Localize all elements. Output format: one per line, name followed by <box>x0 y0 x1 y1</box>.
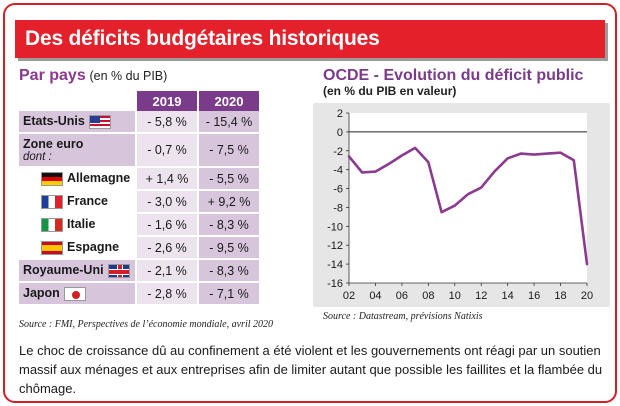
x-tick-label: 06 <box>396 290 408 302</box>
table-row: Zone euro dont : - 0,7 % - 7,5 % <box>19 134 261 168</box>
table-row: Espagne - 2,6 % - 9,5 % <box>19 237 261 260</box>
country-name: Japon <box>23 286 60 301</box>
y-tick-label: -12 <box>327 240 343 252</box>
header-blank <box>19 91 137 111</box>
x-tick-label: 16 <box>528 290 540 302</box>
country-name: France <box>67 194 108 209</box>
chart-source: Source : Datastream, prévisions Natixis <box>323 311 483 322</box>
value-2019: - 1,6 % <box>137 214 199 237</box>
y-tick-label: 0 <box>337 127 343 139</box>
y-tick-label: -14 <box>327 259 343 271</box>
value-2020: - 7,1 % <box>199 283 261 306</box>
infographic-frame: Des déficits budgétaires historiques Par… <box>3 3 617 403</box>
country-name: Royaume-Uni <box>23 263 104 278</box>
table-row: Royaume-Uni - 2,1 % - 8,3 % <box>19 260 261 283</box>
y-tick-label: -2 <box>333 146 343 158</box>
spain-flag-icon <box>41 240 63 255</box>
value-2019: - 2,6 % <box>137 237 199 260</box>
x-tick-label: 08 <box>422 290 434 302</box>
country-name: Allemagne <box>67 171 131 186</box>
page-title: Des déficits budgétaires historiques <box>25 27 380 50</box>
germany-flag-icon <box>41 171 63 186</box>
value-2020: - 8,3 % <box>199 214 261 237</box>
row-note: dont : <box>23 151 52 163</box>
chart-subtitle: (en % du PIB en valeur) <box>323 84 457 98</box>
x-tick-label: 12 <box>475 290 487 302</box>
y-tick-label: -4 <box>333 165 343 177</box>
row-country: France <box>19 191 137 214</box>
x-tick-label: 14 <box>502 290 514 302</box>
country-name: Zone euro <box>23 137 84 151</box>
country-name: Espagne <box>67 240 120 255</box>
y-tick-label: -8 <box>333 202 343 214</box>
deficits-table: 2019 2020 Etats-Unis - 5,8 % - 15,4 % Zo… <box>19 91 261 306</box>
value-2019: + 1,4 % <box>137 168 199 191</box>
uk-flag-icon <box>107 263 130 278</box>
value-2019: - 2,8 % <box>137 283 199 306</box>
value-2020: + 9,2 % <box>199 191 261 214</box>
value-2020: - 9,5 % <box>199 237 261 260</box>
table-heading: Par pays (en % du PIB) <box>19 67 167 85</box>
row-country: Royaume-Uni <box>19 260 137 283</box>
italy-flag-icon <box>41 217 63 232</box>
x-tick-label: 02 <box>343 290 355 302</box>
row-country: Italie <box>19 214 137 237</box>
y-tick-label: -16 <box>327 278 343 290</box>
header-2019: 2019 <box>137 91 199 111</box>
table-row: France - 3,0 % + 9,2 % <box>19 191 261 214</box>
value-2019: - 2,1 % <box>137 260 199 283</box>
x-tick-label: 18 <box>554 290 566 302</box>
row-country: Zone euro dont : <box>19 134 137 168</box>
us-flag-icon <box>88 114 111 129</box>
value-2019: - 0,7 % <box>137 134 199 168</box>
row-country: Allemagne <box>19 168 137 191</box>
value-2019: - 5,8 % <box>137 111 199 134</box>
country-name: Etats-Unis <box>23 114 85 129</box>
x-tick-label: 04 <box>369 290 381 302</box>
table-row: Etats-Unis - 5,8 % - 15,4 % <box>19 111 261 134</box>
table-header-row: 2019 2020 <box>19 91 261 111</box>
value-2020: - 15,4 % <box>199 111 261 134</box>
header-2020: 2020 <box>199 91 261 111</box>
y-tick-label: 2 <box>337 108 343 120</box>
y-tick-label: -6 <box>333 184 343 196</box>
country-name: Italie <box>67 217 96 232</box>
table-row: Allemagne + 1,4 % - 5,5 % <box>19 168 261 191</box>
japan-flag-icon <box>63 286 86 301</box>
row-country: Espagne <box>19 237 137 260</box>
value-2020: - 7,5 % <box>199 134 261 168</box>
x-tick-label: 20 <box>581 290 593 302</box>
table-title: Par pays <box>19 67 86 84</box>
row-country: Etats-Unis <box>19 111 137 134</box>
row-country: Japon <box>19 283 137 306</box>
x-tick-label: 10 <box>449 290 461 302</box>
table-row: Japon - 2,8 % - 7,1 % <box>19 283 261 306</box>
france-flag-icon <box>41 194 63 209</box>
table-unit: (en % du PIB) <box>89 69 168 83</box>
plot-area <box>349 113 587 283</box>
title-banner: Des déficits budgétaires historiques <box>15 20 605 58</box>
table-row: Italie - 1,6 % - 8,3 % <box>19 214 261 237</box>
table-source: Source : FMI, Perspectives de l’économie… <box>19 319 273 330</box>
y-tick-label: -10 <box>327 221 343 233</box>
value-2020: - 8,3 % <box>199 260 261 283</box>
body-paragraph: Le choc de croissance dû au confinement … <box>19 343 603 396</box>
chart-title: OCDE - Evolution du déficit public <box>323 67 584 84</box>
value-2019: - 3,0 % <box>137 191 199 214</box>
value-2020: - 5,5 % <box>199 168 261 191</box>
